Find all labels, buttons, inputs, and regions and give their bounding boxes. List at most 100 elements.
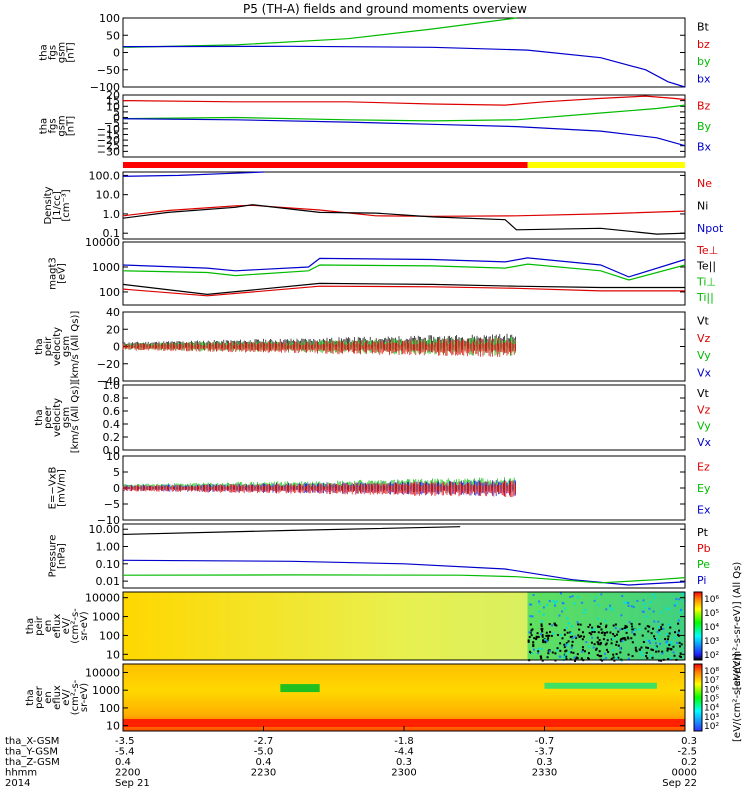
y-axis-label: [nT] (66, 116, 77, 136)
spec-pixel (598, 650, 601, 653)
spec-pixel (610, 657, 613, 660)
spec-band-low (123, 719, 685, 727)
spec-pixel (595, 647, 598, 650)
y-axis-label: sr-eV) (79, 683, 90, 712)
spec-pixel (573, 602, 576, 605)
legend-by: by (697, 55, 711, 68)
x-tick-label: 0.2 (681, 757, 697, 768)
y-tick-label: 0.01 (96, 575, 121, 588)
spec-pixel (563, 656, 566, 659)
spec-pixel (600, 593, 603, 596)
spec-pixel (569, 631, 572, 634)
spec-pixel (656, 630, 659, 633)
spec-pixel (566, 631, 569, 634)
spec-pixel (565, 655, 568, 658)
y-tick-label: −15 (97, 128, 120, 141)
series-pres_pt (122, 526, 461, 535)
spec-pixel (527, 639, 530, 642)
colorbar-label: [eV/(cm²-s-sr-eV)] (All Qs) (732, 562, 743, 691)
spec-pixel (638, 628, 641, 631)
spec-pixel (596, 636, 599, 639)
legend-te: Te⊥ (696, 244, 718, 257)
spec-pixel (673, 604, 676, 607)
spec-pixel (579, 623, 582, 626)
panel-density: 100.0 10.0 1.0 0.1 Density[1/cc][cm⁻³] Ne Ni Np… (43, 169, 724, 240)
y-tick-label: −25 (97, 140, 120, 153)
y-axis-label: Density (43, 186, 54, 224)
spec-pixel (658, 629, 661, 632)
status-bar-red (123, 162, 528, 168)
spec-pixel (654, 646, 657, 649)
spec-pixel (537, 635, 540, 638)
spec-pixel (677, 633, 680, 636)
spec-pixel (669, 626, 672, 629)
x-axis: tha_X-GSM -3.5 -2.7 -1.8 -0.7 0.3 tha_Y-GSM -5.… (5, 726, 697, 789)
spec-pixel (648, 607, 651, 610)
y-axis-label: [eV] (57, 263, 68, 284)
spec-pixel (645, 651, 648, 654)
spec-pixel (532, 641, 535, 644)
y-axis-label: velocity (52, 327, 63, 366)
spec-pixel (546, 604, 549, 607)
x-tick-label: 2300 (391, 768, 416, 779)
spec-pixel (621, 594, 624, 597)
spec-pixel (556, 633, 559, 636)
panel-temperature: 10000 1000 100 magt3[eV] Te⊥ Te|| Ti⊥ Ti|| (48, 236, 718, 306)
spec-pixel (593, 628, 596, 631)
y-tick-label: −50 (97, 64, 120, 77)
spec-pixel (563, 629, 566, 632)
spec-pixel (653, 635, 656, 638)
spec-pixel (574, 635, 577, 638)
series-dens_ni (122, 204, 686, 235)
spec-pixel (647, 647, 650, 650)
x-row-label: tha_Y-GSM (5, 747, 58, 758)
spec-pixel (549, 630, 552, 633)
spec-pixel (537, 650, 540, 653)
y-axis-label: [cm⁻³] (61, 189, 72, 221)
spec-pixel (600, 641, 603, 644)
y-axis-label: Pressure (48, 535, 59, 578)
spec-pixel (623, 636, 626, 639)
spec-pixel (559, 655, 562, 658)
spec-pixel (575, 637, 578, 640)
x-tick-label: -3.7 (535, 747, 555, 758)
spec-pixel (538, 602, 541, 605)
y-tick-label: 100 (99, 286, 120, 299)
spec-pixel (612, 633, 615, 636)
spec-pixel (577, 634, 580, 637)
colorbar-peir_spec: 10⁶ 10⁵ 10⁴ 10³ 10² [eV/(cm²-s-sr-eV)] (All Q… (693, 562, 743, 691)
spec-pixel (552, 632, 555, 635)
spec-pixel (670, 641, 673, 644)
spec-pixel (571, 595, 574, 598)
spec-blob (544, 682, 657, 689)
spec-pixel (541, 634, 544, 637)
spec-pixel (680, 643, 683, 646)
spec-pixel (595, 596, 598, 599)
spec-pixel (532, 645, 535, 648)
y-tick-label: −10 (97, 123, 120, 136)
y-axis-label: fgs (48, 45, 59, 60)
spec-pixel (540, 657, 543, 660)
spec-pixel (600, 654, 603, 657)
y-tick-label: −5 (104, 498, 120, 511)
spec-pixel (571, 635, 574, 638)
series-temp_ti_perp (122, 263, 686, 281)
spec-pixel (570, 632, 573, 635)
spec-pixel (615, 643, 618, 646)
spec-pixel (548, 634, 551, 637)
spec-pixel (642, 641, 645, 644)
spec-blob (280, 684, 320, 693)
y-axis-label: [km/s (All Qs)] (70, 382, 81, 454)
spec-pixel (678, 641, 681, 644)
spec-pixel (581, 648, 584, 651)
spec-pixel (609, 604, 612, 607)
spec-pixel (617, 630, 620, 633)
y-tick-label: 100 (99, 702, 120, 715)
colorbar-tick-label: 10⁷ (704, 676, 719, 686)
spec-pixel (631, 641, 634, 644)
spec-pixel (644, 606, 647, 609)
x-tick-label: -5.0 (254, 747, 274, 758)
